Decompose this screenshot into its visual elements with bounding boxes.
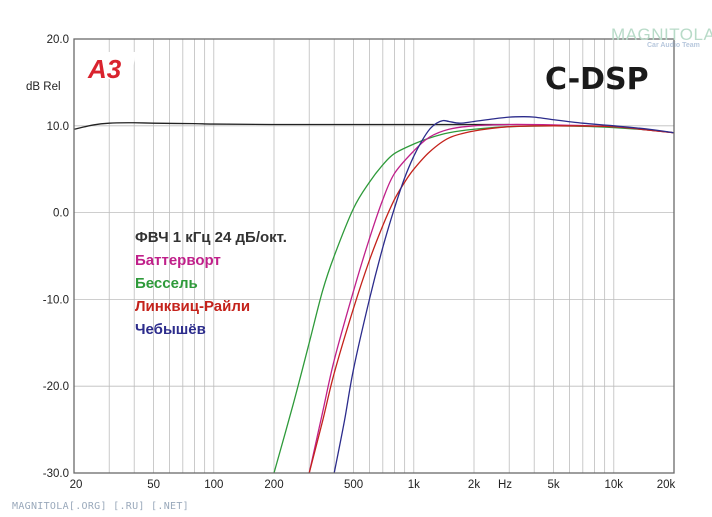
x-tick-label: 1k [408, 479, 420, 491]
grid-lines [74, 39, 674, 473]
y-tick-label: 20.0 [47, 34, 69, 46]
legend: ФВЧ 1 кГц 24 дБ/окт. Баттерворт Бессель Ли… [135, 229, 287, 338]
series-lines [73, 116, 675, 474]
watermark-subtitle: Car Audio Team [647, 42, 700, 49]
badge-shape [87, 52, 136, 79]
y-tick-label: 10.0 [47, 121, 69, 133]
x-tick-label: 20 [70, 479, 83, 491]
x-tick-label: 500 [344, 479, 363, 491]
plot-border [73, 38, 675, 474]
x-tick-label: 2k [468, 479, 480, 491]
legend-item: Бессель [135, 275, 198, 292]
chebyshev-line [333, 116, 675, 474]
plot-frame [73, 38, 675, 474]
legend-item: Чебышёв [135, 321, 206, 338]
footer-watermark: MAGNITOLA[.ORG] [.RU] [.NET] [12, 501, 189, 512]
x-tick-label: 20k [657, 479, 676, 491]
a3-badge: A3 [87, 52, 136, 84]
butterworth-line [308, 123, 675, 474]
x-tick-label: 10k [605, 479, 624, 491]
badge-text: A3 [87, 54, 122, 84]
legend-item: Баттерворт [135, 252, 221, 269]
watermark-logo: MAGNITOLA Car Audio Team [611, 25, 712, 49]
y-axis-label: dB Rel [26, 81, 61, 93]
watermark-title: MAGNITOLA [611, 25, 712, 44]
y-tick-label: -10.0 [43, 294, 69, 306]
x-tick-label: 50 [147, 479, 160, 491]
legend-heading: ФВЧ 1 кГц 24 дБ/окт. [135, 229, 287, 246]
linkwitz-riley-line [308, 125, 675, 474]
x-tick-label: 200 [264, 479, 283, 491]
legend-item: Линквиц-Райли [135, 298, 250, 315]
flat-response-line [73, 122, 510, 130]
x-tick-label: 5k [548, 479, 560, 491]
y-tick-label: 0.0 [53, 208, 69, 220]
tick-labels: 20.0 10.0 0.0 -10.0 -20.0 -30.020 50 100 200 500 1… [43, 34, 676, 491]
brand-title: C-DSP [545, 62, 649, 97]
y-tick-label: -20.0 [43, 381, 69, 393]
x-tick-label: 100 [204, 479, 223, 491]
x-axis-label: Hz [498, 479, 512, 491]
y-tick-label: -30.0 [43, 468, 69, 480]
